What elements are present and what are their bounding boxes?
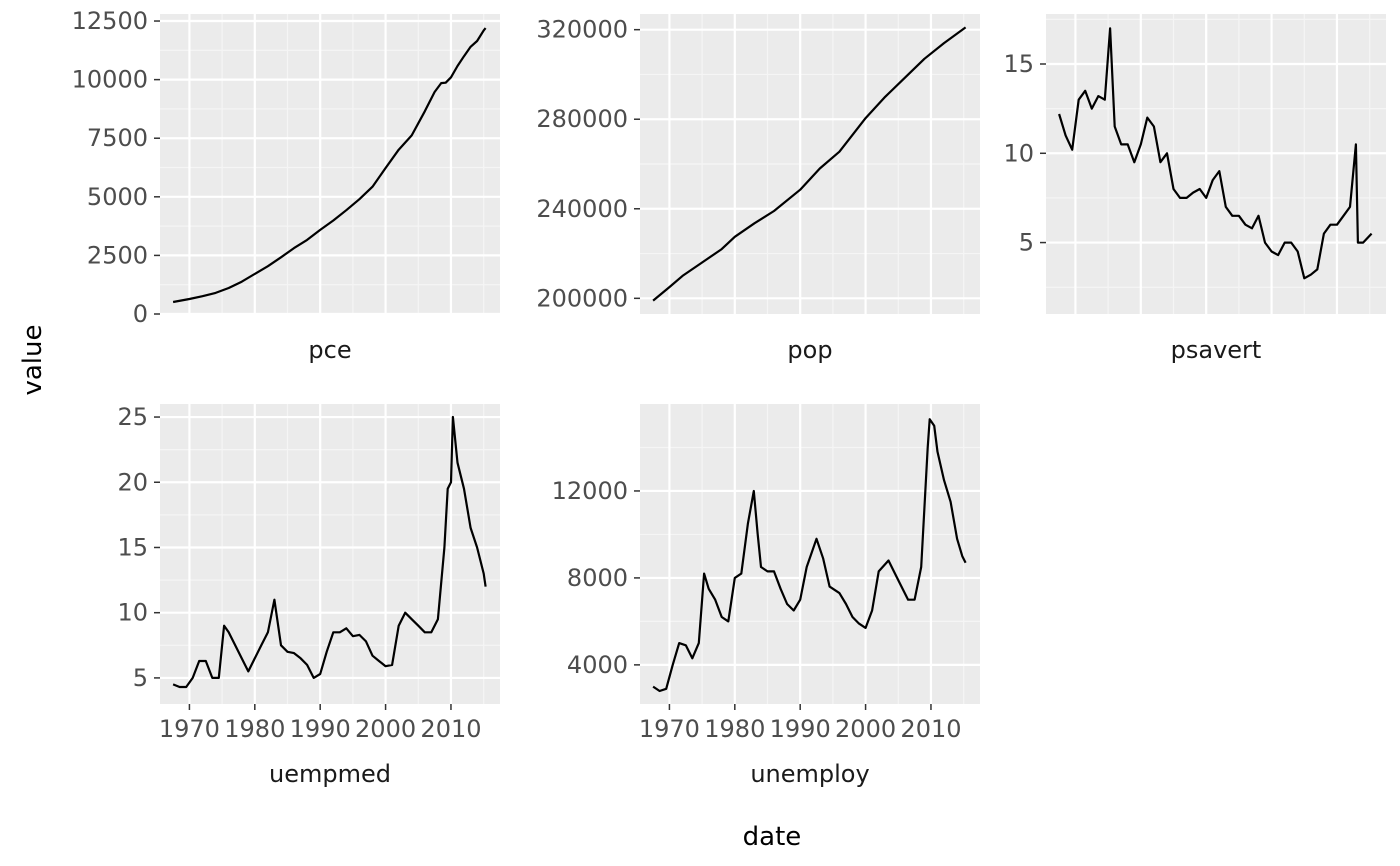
y-tick-label: 7500: [87, 124, 148, 152]
y-tick-label: 8000: [567, 564, 628, 592]
y-axis-title: value: [18, 324, 48, 395]
y-tick-label: 5: [1019, 229, 1034, 257]
y-tick-label: 12000: [552, 477, 628, 505]
series-line-psavert: [1058, 27, 1373, 280]
y-tick-label: 0: [133, 300, 148, 328]
y-tick-label: 5: [133, 664, 148, 692]
x-tick-label: 1990: [290, 715, 351, 743]
facet-panel-pop: 200000 240000 280000 320000 pop: [536, 14, 980, 364]
x-tick-label: 2010: [420, 715, 481, 743]
series-line-pce: [172, 27, 487, 304]
y-tick-label: 280000: [536, 105, 628, 133]
x-tick-label: 1980: [704, 715, 765, 743]
panel-background: [160, 404, 500, 704]
x-tick-label: 2010: [900, 715, 961, 743]
panel-background: [640, 404, 980, 704]
x-tick-label: 1980: [224, 715, 285, 743]
x-tick-label: 2000: [835, 715, 896, 743]
x-tick-label: 2000: [355, 715, 416, 743]
y-tick-label: 5000: [87, 183, 148, 211]
facet-panel-unemploy: 4000 8000 12000 1970 1980 1990 2000 2010 unemplo…: [552, 404, 980, 788]
facet-panel-pce: 0 2500 5000 7500 10000 12500 pce: [72, 7, 500, 364]
panel-background: [1046, 14, 1386, 314]
facet-panel-psavert: 5 10 15 psavert: [1003, 14, 1386, 364]
y-tick-label: 320000: [536, 16, 628, 44]
facet-label-pop: pop: [787, 336, 832, 364]
y-tick-label: 12500: [72, 7, 148, 35]
y-tick-label: 240000: [536, 195, 628, 223]
y-tick-label: 200000: [536, 284, 628, 312]
y-tick-label: 4000: [567, 651, 628, 679]
series-line-unemploy: [652, 418, 967, 693]
facet-label-pce: pce: [308, 336, 351, 364]
series-line-uempmed: [172, 415, 487, 689]
x-tick-label: 1970: [639, 715, 700, 743]
y-tick-label: 2500: [87, 241, 148, 269]
y-tick-label: 10: [117, 599, 148, 627]
y-tick-label: 15: [1003, 50, 1034, 78]
series-line-pop: [652, 26, 967, 302]
facet-label-unemploy: unemploy: [750, 760, 869, 788]
y-tick-label: 10: [1003, 139, 1034, 167]
x-axis-title: date: [743, 822, 802, 852]
panel-background: [160, 14, 500, 314]
y-tick-label: 25: [117, 403, 148, 431]
y-tick-label: 10000: [72, 66, 148, 94]
x-tick-label: 1990: [770, 715, 831, 743]
y-tick-label: 20: [117, 468, 148, 496]
facet-panel-uempmed: 5 10 15 20 25 1970 1980 1990 2000 2010 uempmed: [117, 403, 500, 788]
x-tick-label: 1970: [159, 715, 220, 743]
facet-label-uempmed: uempmed: [269, 760, 391, 788]
facet-label-psavert: psavert: [1171, 336, 1262, 364]
y-tick-label: 15: [117, 533, 148, 561]
